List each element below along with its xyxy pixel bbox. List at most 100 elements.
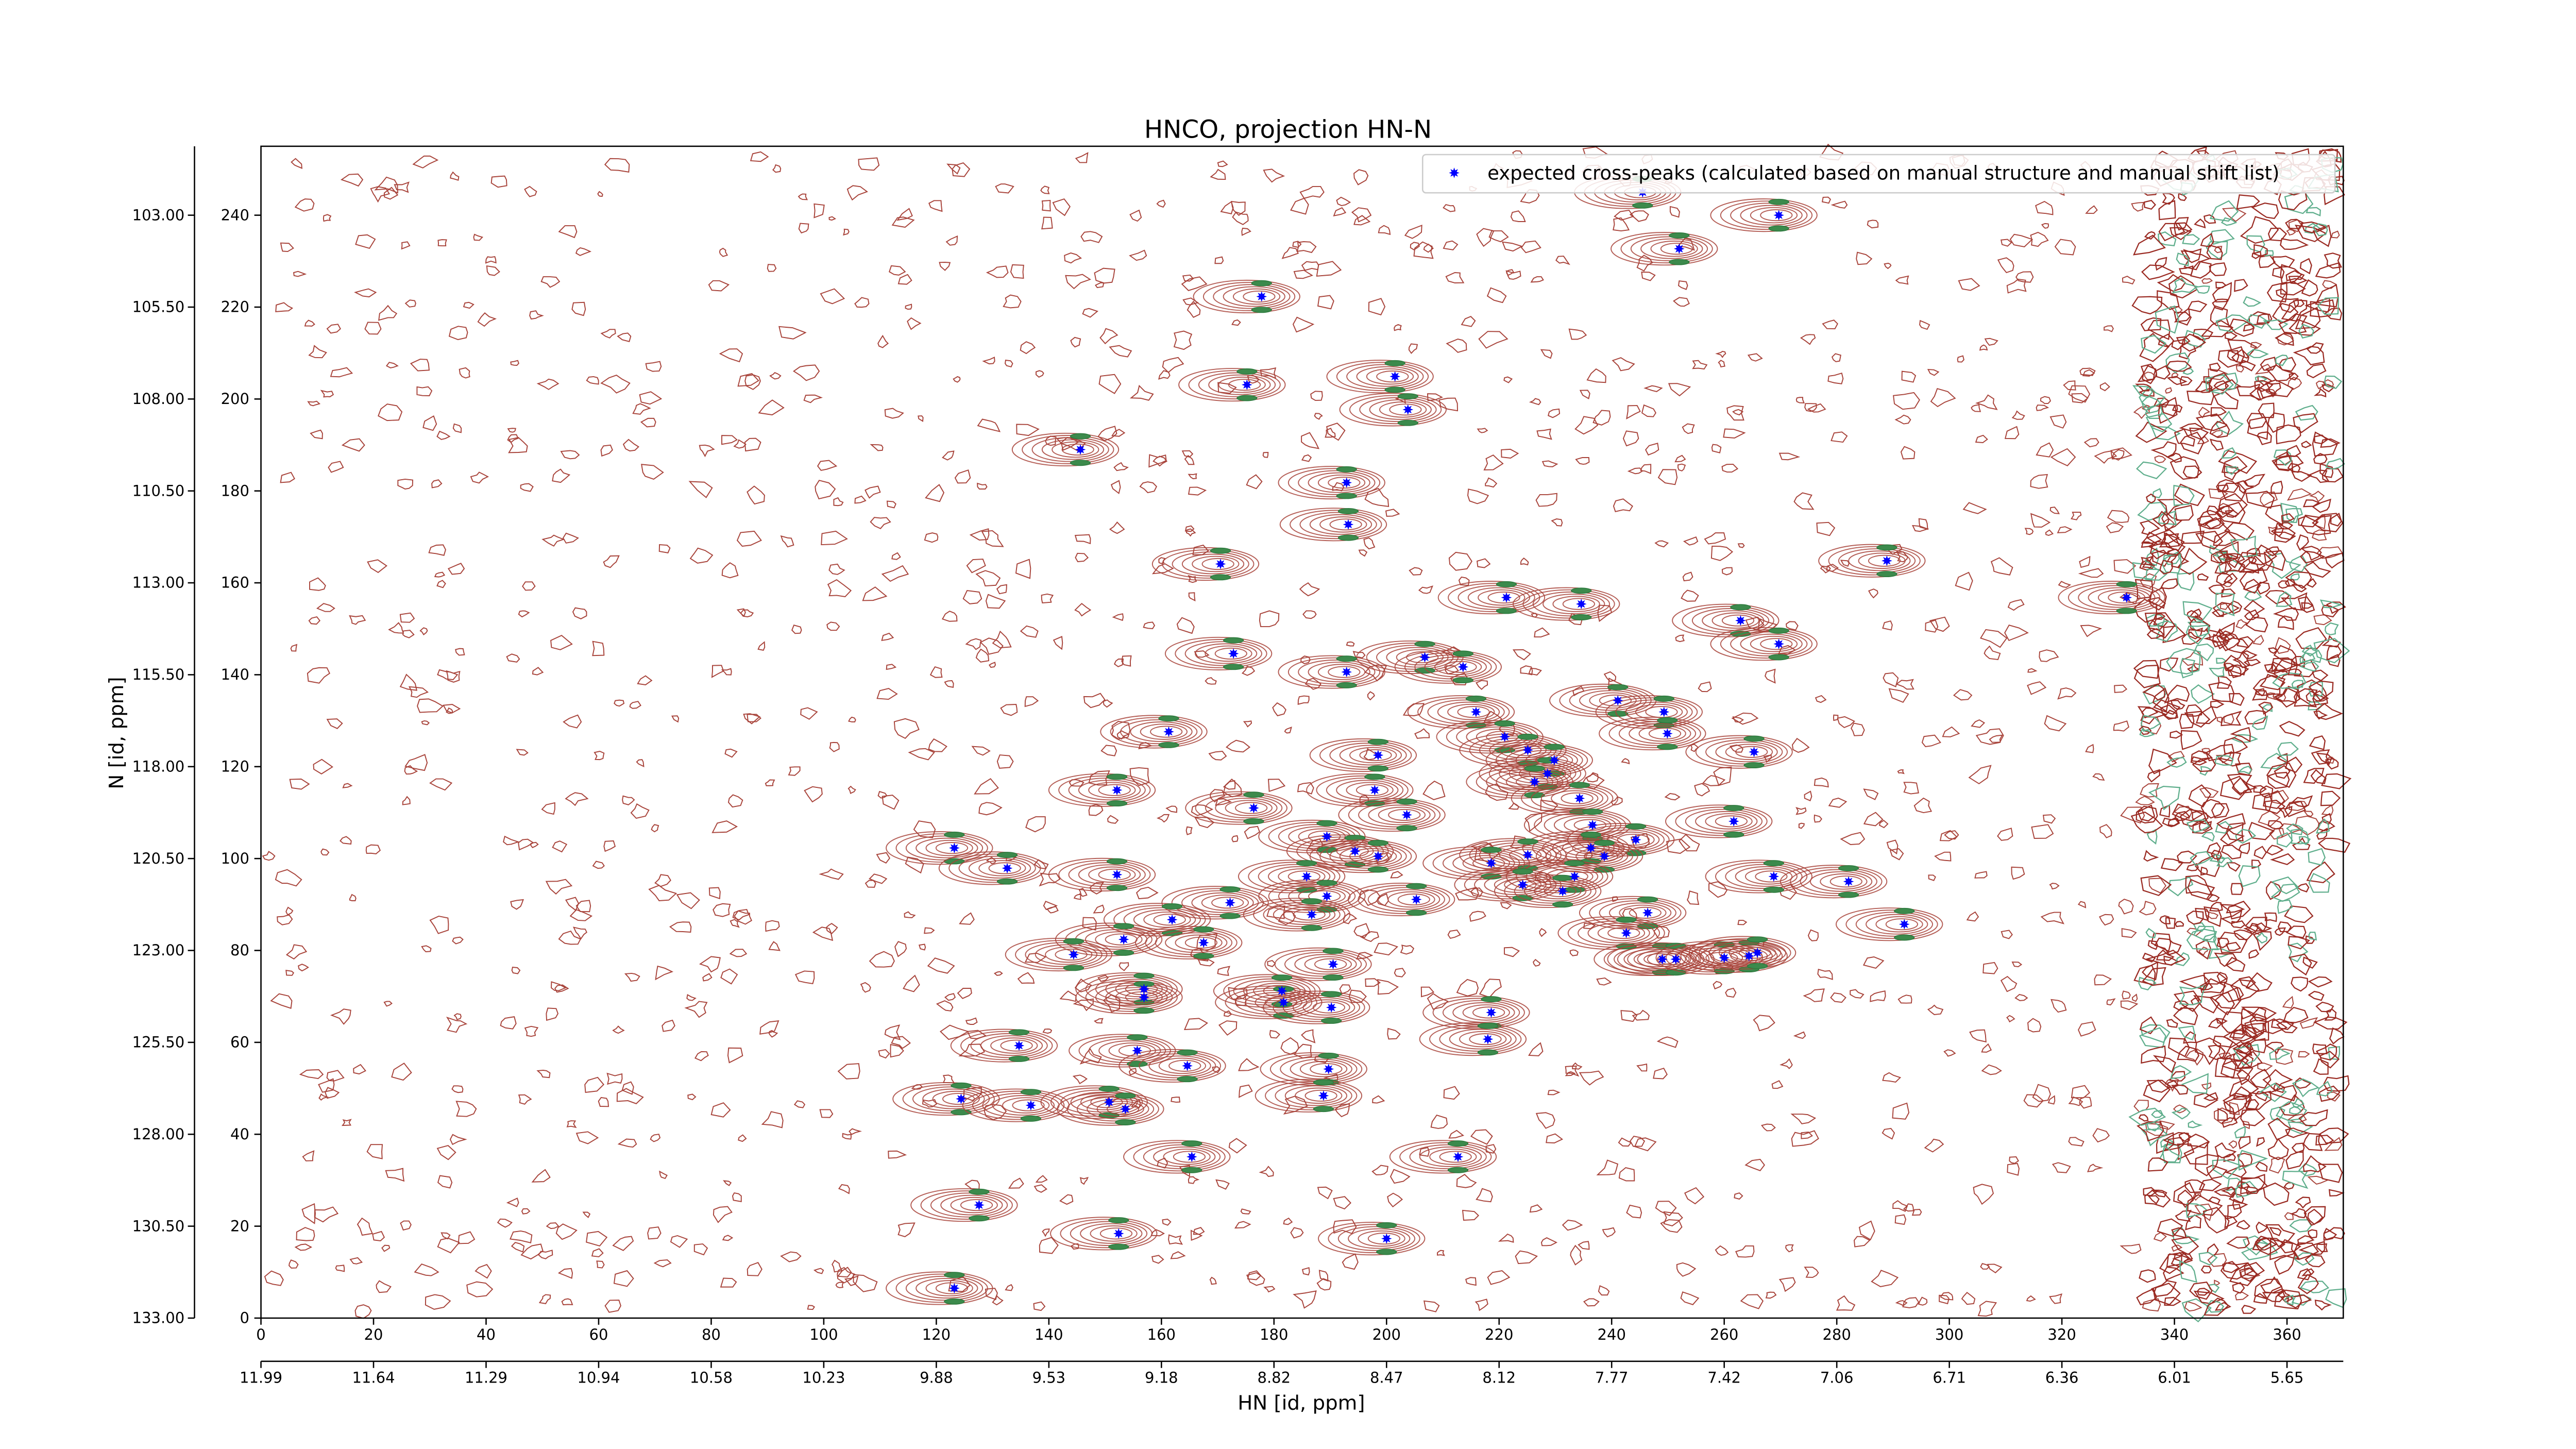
noise-contour [1371, 1165, 1388, 1175]
noise-contour [2230, 727, 2251, 743]
peak-core [1571, 587, 1592, 594]
noise-contour [416, 386, 433, 397]
noise-contour [2222, 1052, 2249, 1072]
peak-contour [1675, 806, 1768, 836]
peak-core [1447, 1140, 1469, 1147]
noise-contour [520, 1243, 544, 1260]
noise-contour [1934, 851, 1952, 862]
noise-contour [318, 1078, 335, 1093]
peak-contour [1264, 947, 1372, 981]
y-tick-label: 160 [221, 574, 249, 592]
noise-contour [2221, 447, 2237, 459]
noise-contour [2303, 768, 2325, 784]
noise-contour [2041, 223, 2049, 229]
peak-core [1397, 419, 1418, 426]
peak-contour [1439, 1151, 1472, 1163]
peak-contour [1617, 945, 1710, 974]
noise-contour [2139, 726, 2152, 735]
noise-contour [800, 707, 818, 720]
peak-contour [1150, 726, 1183, 738]
noise-contour [2219, 776, 2249, 800]
noise-contour [882, 795, 900, 810]
peak-contour [1745, 868, 1793, 885]
noise-contour [2226, 862, 2241, 872]
noise-contour [2186, 911, 2204, 925]
peak-contour [1232, 288, 1281, 305]
peak-contour [1394, 650, 1502, 684]
noise-contour [1681, 589, 1699, 602]
noise-contour [2170, 227, 2192, 241]
noise-contour [1725, 987, 1737, 998]
noise-contour [1735, 1245, 1755, 1258]
noise-contour [1116, 730, 1130, 740]
peak-core [1376, 1249, 1397, 1255]
noise-contour [2184, 1179, 2206, 1193]
noise-contour [1640, 464, 1652, 475]
noise-contour [2289, 373, 2299, 381]
noise-contour [1103, 699, 1113, 708]
noise-contour [1586, 772, 1599, 783]
cross-peak [1118, 934, 1129, 945]
noise-contour [1241, 665, 1256, 676]
noise-contour [928, 200, 943, 212]
noise-contour [812, 926, 834, 941]
peak-contour [940, 1194, 1003, 1216]
x-tick-label: 300 [1935, 1326, 1963, 1343]
noise-contour [1098, 374, 1122, 394]
noise-contour [304, 319, 315, 327]
peak-contour [1255, 994, 1302, 1011]
noise-contour [2157, 498, 2184, 517]
noise-contour [2142, 1298, 2161, 1312]
cross-peak [2121, 592, 2132, 603]
noise-contour [2227, 1204, 2242, 1220]
noise-contour [299, 1069, 324, 1080]
peak-core [1316, 820, 1337, 827]
noise-contour [687, 1093, 697, 1101]
noise-contour [977, 482, 988, 490]
noise-contour [2310, 299, 2335, 317]
noise-contour [529, 310, 544, 320]
noise-contour [1214, 256, 1224, 264]
cross-peak [1326, 1002, 1337, 1013]
peak-core [1384, 386, 1405, 393]
noise-contour [1351, 207, 1372, 223]
noise-contour [2216, 813, 2246, 830]
noise-contour [2285, 1127, 2310, 1138]
noise-contour [2203, 214, 2216, 224]
noise-contour [2297, 596, 2315, 613]
noise-contour [2107, 510, 2130, 523]
peak-contour [1505, 748, 1583, 773]
noise-contour [414, 1263, 439, 1276]
peak-contour [886, 1271, 993, 1305]
noise-contour [1831, 353, 1841, 362]
cross-peak [1372, 851, 1384, 862]
noise-contour [2301, 279, 2318, 297]
peak-contour [1516, 776, 1549, 788]
noise-contour [1209, 1276, 1217, 1285]
noise-contour [1240, 1208, 1251, 1215]
noise-contour [2151, 1189, 2167, 1198]
peak-contour [1648, 727, 1682, 740]
peak-core [1177, 1076, 1198, 1083]
cross-peak [1621, 928, 1632, 938]
noise-contour [1025, 816, 1046, 833]
noise-contour [2000, 975, 2018, 992]
noise-contour [730, 919, 740, 928]
noise-contour [2274, 531, 2296, 543]
peak-core [1133, 972, 1155, 979]
noise-contour [1506, 269, 1515, 276]
peak-contour [1531, 786, 1608, 811]
noise-contour [736, 530, 762, 547]
x-tick-label: 280 [1822, 1326, 1851, 1343]
noise-contour [1596, 1159, 1619, 1175]
cross-peak [1752, 947, 1763, 958]
noise-contour [497, 1218, 513, 1228]
peak-contour [1317, 664, 1366, 680]
peak-contour [1328, 666, 1361, 678]
peak-contour [1171, 888, 1264, 918]
noise-contour [1627, 467, 1643, 475]
peak-core [1894, 907, 1915, 914]
noise-contour [1182, 297, 1199, 306]
noise-contour [1645, 443, 1659, 456]
peak-contour [1427, 699, 1505, 724]
